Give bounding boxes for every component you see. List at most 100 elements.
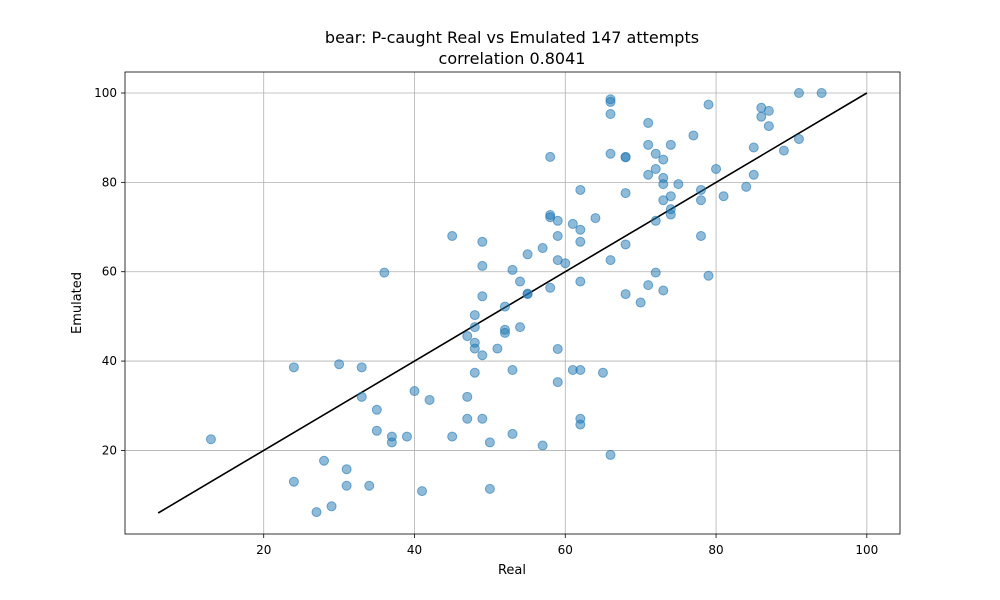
scatter-point (756, 111, 767, 122)
scatter-point (620, 289, 631, 300)
scatter-point (575, 236, 586, 247)
scatter-point (499, 301, 510, 312)
scatter-point (477, 350, 488, 361)
scatter-point (552, 215, 563, 226)
scatter-point (605, 109, 616, 119)
y-tick-label: 40 (102, 354, 117, 368)
scatter-point (793, 134, 804, 145)
scatter-point (341, 464, 352, 475)
scatter-point (695, 195, 706, 206)
scatter-point (605, 96, 616, 107)
scatter-point (763, 121, 774, 132)
scatter-point (605, 255, 616, 266)
scatter-point (643, 280, 654, 291)
scatter-point (379, 267, 390, 278)
scatter-point (703, 270, 714, 281)
y-axis-ticks: 20 40 60 80 100 (94, 86, 125, 457)
scatter-point (401, 431, 412, 442)
scatter-point (748, 142, 759, 153)
scatter-point (665, 209, 676, 220)
scatter-point (447, 230, 458, 241)
scatter-point (386, 437, 397, 448)
y-tick-label: 20 (102, 443, 117, 457)
chart-subtitle: correlation 0.8041 (439, 49, 586, 68)
scatter-point (545, 282, 556, 293)
scatter-point (552, 230, 563, 241)
scatter-point (575, 365, 586, 376)
scatter-point (620, 188, 631, 199)
scatter-point (319, 455, 330, 466)
reference-line (157, 92, 868, 514)
x-tick-label: 60 (558, 543, 573, 557)
scatter-point (560, 258, 571, 269)
scatter-point (462, 413, 473, 424)
grid-layer (125, 72, 900, 534)
scatter-point (575, 419, 586, 430)
scatter-point (469, 367, 480, 378)
scatter-point (741, 181, 752, 192)
y-tick-label: 80 (102, 175, 117, 189)
x-tick-label: 20 (256, 543, 271, 557)
scatter-point (650, 267, 661, 278)
x-axis-ticks: 20 40 60 80 100 (256, 534, 878, 557)
scatter-point (748, 169, 759, 180)
scatter-point (477, 260, 488, 271)
points-layer (205, 88, 827, 518)
scatter-point (492, 343, 503, 354)
scatter-point (447, 431, 458, 442)
reference-line-layer (157, 92, 868, 514)
scatter-point (545, 151, 556, 162)
scatter-point (477, 413, 488, 424)
scatter-point (635, 297, 646, 308)
scatter-point (288, 362, 299, 373)
scatter-point (356, 391, 367, 402)
scatter-point (507, 428, 518, 439)
scatter-point (695, 230, 706, 241)
scatter-point (643, 139, 654, 150)
scatter-point (605, 449, 616, 460)
scatter-point (522, 249, 533, 260)
chart-title: bear: P-caught Real vs Emulated 147 atte… (325, 28, 699, 47)
scatter-point (424, 394, 435, 405)
scatter-point (515, 276, 526, 287)
x-tick-label: 80 (708, 543, 723, 557)
scatter-point (688, 130, 699, 141)
scatter-point (371, 404, 382, 415)
scatter-point (643, 117, 654, 128)
scatter-point (778, 145, 789, 156)
scatter-point (288, 476, 299, 487)
scatter-point (575, 276, 586, 287)
scatter-point (552, 377, 563, 388)
scatter-point (658, 195, 669, 206)
x-tick-label: 100 (855, 543, 878, 557)
scatter-point (643, 169, 654, 180)
plot-frame (124, 71, 901, 535)
scatter-point (718, 191, 729, 202)
scatter-point (695, 184, 706, 195)
scatter-point (590, 213, 601, 224)
scatter-point (326, 501, 337, 512)
scatter-point (409, 386, 420, 397)
scatter-point (507, 365, 518, 376)
scatter-point (462, 391, 473, 402)
scatter-point (515, 322, 526, 333)
scatter-point (334, 359, 345, 370)
scatter-point (477, 236, 488, 247)
scatter-point (763, 105, 774, 116)
scatter-point (537, 440, 548, 451)
scatter-point (499, 327, 510, 338)
scatter-point (650, 215, 661, 226)
scatter-point (469, 322, 480, 333)
scatter-point (665, 139, 676, 150)
scatter-point (703, 99, 714, 110)
scatter-point (205, 434, 216, 445)
scatter-point (816, 88, 827, 98)
scatter-point (507, 264, 518, 275)
scatter-point (469, 343, 480, 354)
y-tick-label: 100 (94, 86, 117, 100)
scatter-point (658, 179, 669, 190)
scatter-point (658, 285, 669, 296)
scatter-point (673, 179, 684, 190)
scatter-point (522, 289, 533, 300)
